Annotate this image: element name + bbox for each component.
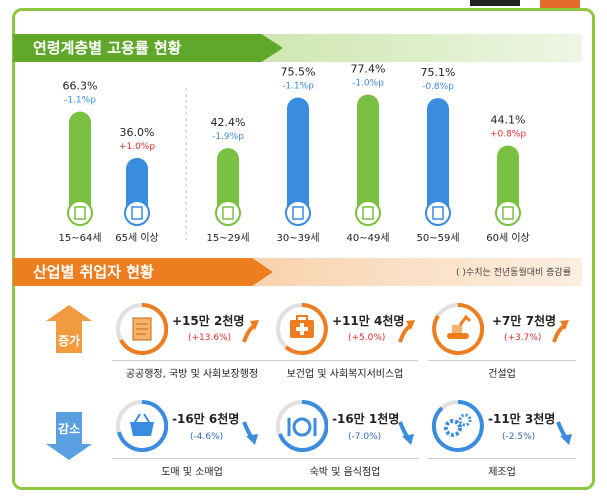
change-label: -1.9%p (212, 132, 244, 142)
decrease-arrow-badge (46, 412, 92, 460)
industry-value: +15만 2천명 (172, 314, 245, 328)
value-label: 44.1% (491, 114, 526, 127)
industry-name: 도매 및 소매업 (161, 467, 223, 478)
bar (287, 97, 309, 219)
down-trend-arrow-icon (556, 421, 572, 445)
bar (69, 111, 91, 219)
value-label: 36.0% (120, 126, 155, 139)
value-label: 42.4% (211, 116, 246, 129)
industry-value: +11만 4천명 (332, 314, 405, 328)
category-label: 50~59세 (416, 232, 459, 244)
change-label: +0.8%p (490, 130, 526, 140)
change-label: +1.0%p (119, 142, 155, 152)
bar (357, 94, 379, 219)
up-trend-arrow-icon (398, 320, 415, 343)
bar-person-icon-ring (215, 200, 241, 226)
value-label: 77.4% (351, 63, 386, 76)
value-label: 66.3% (63, 80, 98, 93)
gears-icon (432, 400, 484, 452)
plate-cutlery-icon (276, 400, 328, 452)
change-label: -1.1%p (64, 96, 96, 106)
industry-rate: (+3.7%) (504, 333, 542, 343)
industry-note: ( )수치는 전년동월대비 증감률 (456, 268, 571, 278)
industry-section-title: 산업별 취업자 현황 (13, 258, 273, 286)
industry-value: -16만 6천명 (172, 412, 240, 426)
bar-person-icon-ring (495, 200, 521, 226)
top-decoration-dark (470, 0, 520, 6)
person-document-icon (432, 206, 444, 220)
down-trend-arrow-icon (398, 421, 414, 445)
industry-rate: (-7.0%) (348, 432, 382, 442)
person-document-icon (292, 206, 304, 220)
increase-arrow-badge (46, 305, 92, 353)
person-document-icon (131, 206, 143, 220)
bar-person-icon-ring (67, 200, 93, 226)
person-document-icon (74, 206, 86, 220)
first-aid-kit-icon (276, 303, 328, 355)
age-employment-chart: 66.3% -1.1%p 15~64세 36.0% +1.0%p 65세 이상 42.4% -… (58, 63, 530, 244)
category-label: 30~39세 (276, 232, 319, 244)
change-label: -1.0%p (352, 79, 384, 89)
industry-name: 건설업 (488, 369, 516, 380)
document-scroll-icon (116, 303, 168, 355)
excavator-icon (432, 303, 484, 355)
bar-person-icon-ring (425, 200, 451, 226)
person-document-icon (502, 206, 514, 220)
industry-value: -11만 3천명 (488, 412, 556, 426)
industry-name: 보건업 및 사회복지서비스업 (286, 369, 404, 380)
industry-name: 제조업 (488, 467, 516, 478)
industry-value: +7만 7천명 (492, 314, 557, 328)
age-banner-tail (262, 34, 582, 62)
up-trend-arrow-icon (552, 320, 569, 343)
industry-name: 숙박 및 음식점업 (309, 467, 381, 478)
value-label: 75.1% (421, 66, 456, 79)
person-document-icon (362, 206, 374, 220)
industry-rate: (-4.6%) (190, 432, 224, 442)
industry-name: 공공행정, 국방 및 사회보장행정 (125, 369, 259, 380)
top-decoration-orange (540, 0, 580, 8)
age-section-title: 연령계층별 고용률 현황 (13, 34, 283, 62)
industry-banner-tail (252, 258, 582, 286)
bar-person-icon-ring (355, 200, 381, 226)
person-document-icon (222, 206, 234, 220)
decrease-label: 감소 (57, 422, 81, 436)
increase-label: 증가 (57, 334, 81, 348)
category-label: 65세 이상 (115, 232, 159, 244)
industry-value: -16만 1천명 (332, 412, 400, 426)
category-label: 15~64세 (58, 232, 101, 244)
category-label: 15~29세 (206, 232, 249, 244)
change-label: -1.1%p (282, 81, 314, 91)
bar (497, 145, 519, 219)
shopping-basket-icon (116, 400, 168, 452)
change-label: -0.8%p (422, 82, 454, 92)
value-label: 75.5% (281, 65, 316, 78)
up-trend-arrow-icon (242, 320, 259, 343)
industry-rate: (+5.0%) (348, 333, 386, 343)
down-trend-arrow-icon (242, 421, 258, 445)
bar (427, 98, 449, 219)
industry-rate: (-2.5%) (502, 432, 536, 442)
category-label: 60세 이상 (486, 232, 530, 244)
category-label: 40~49세 (346, 232, 389, 244)
industry-rate: (+13.6%) (188, 333, 232, 343)
bar-person-icon-ring (285, 200, 311, 226)
bar-person-icon-ring (124, 200, 150, 226)
